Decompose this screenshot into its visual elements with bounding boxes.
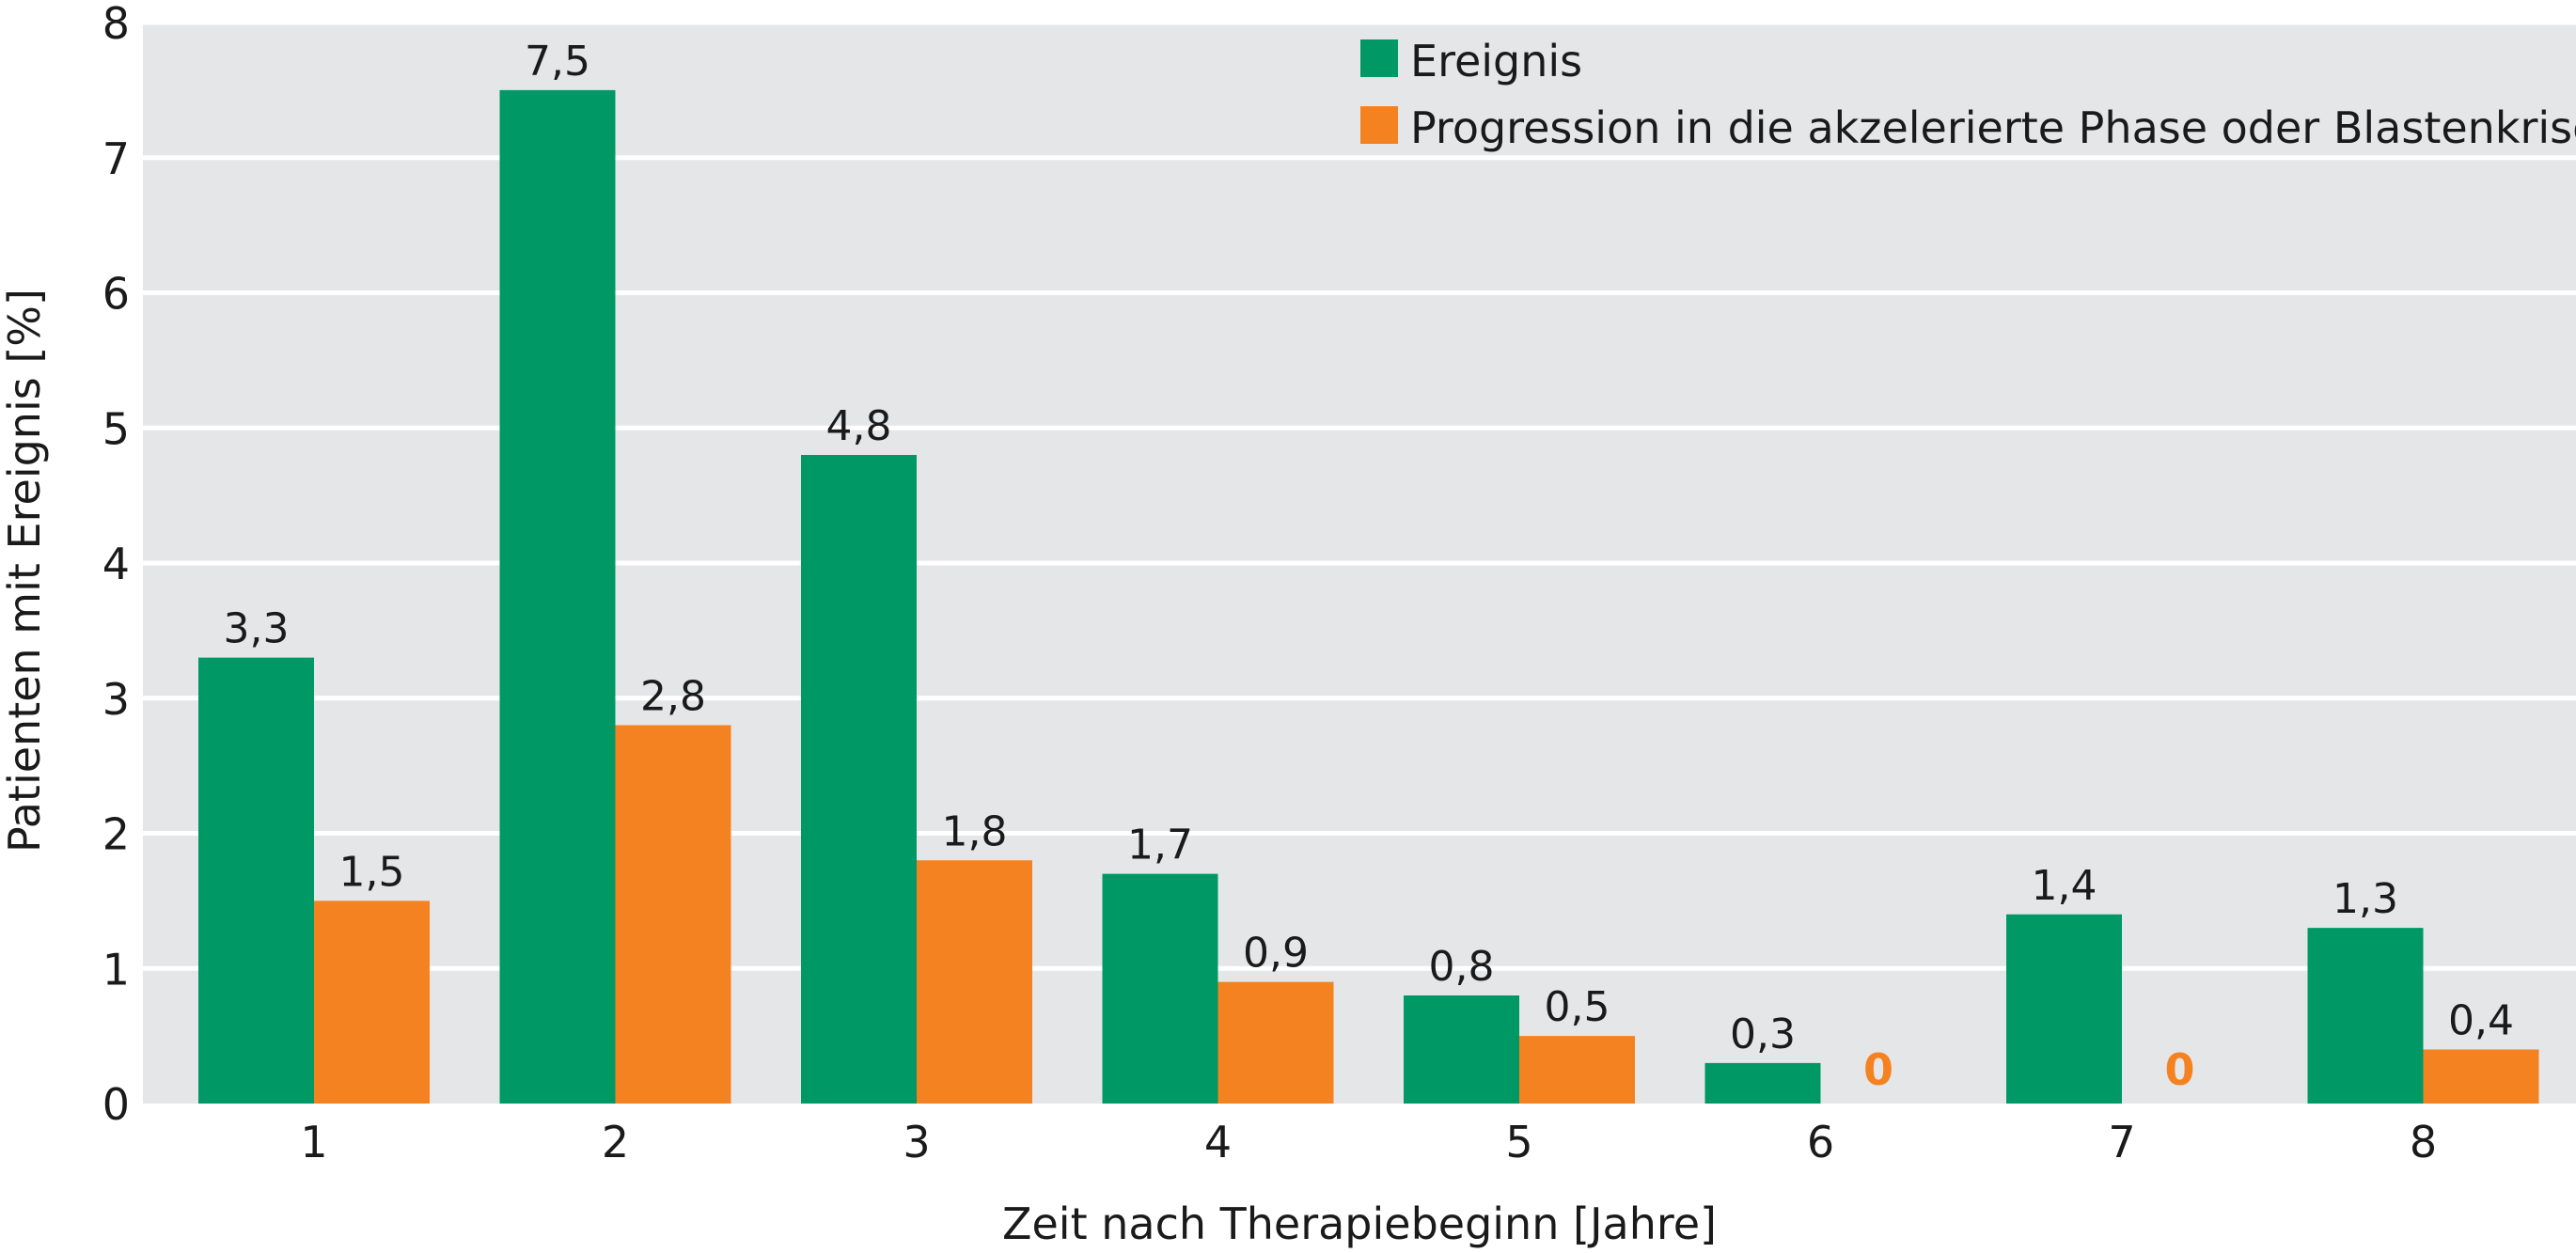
legend: Ereignis Progression in die akzelerierte… xyxy=(1360,36,2576,153)
y-tick-label: 4 xyxy=(102,539,130,589)
data-label: 0,3 xyxy=(1730,1010,1796,1058)
bar-ereignis xyxy=(801,455,917,1104)
x-tick-label: 8 xyxy=(2410,1117,2437,1167)
y-tick-label: 0 xyxy=(102,1079,130,1130)
x-tick-label: 3 xyxy=(903,1117,930,1167)
data-label: 1,5 xyxy=(339,848,405,896)
x-tick-label: 1 xyxy=(300,1117,327,1167)
bar-ereignis xyxy=(198,657,314,1104)
legend-swatch-ereignis xyxy=(1360,39,1398,77)
x-tick-label: 4 xyxy=(1204,1117,1232,1167)
bar-progression xyxy=(314,901,430,1104)
data-label: 2,8 xyxy=(640,673,706,721)
bar-ereignis xyxy=(2307,928,2424,1104)
data-label: 1,7 xyxy=(1127,822,1193,869)
y-tick-label: 6 xyxy=(102,269,130,320)
data-label: 0,4 xyxy=(2448,997,2514,1045)
data-label: 1,8 xyxy=(942,807,1008,855)
legend-label-ereignis: Ereignis xyxy=(1410,36,1582,86)
data-label: 0,5 xyxy=(1545,983,1610,1031)
x-tick-label: 6 xyxy=(1807,1117,1834,1167)
data-label-zero: 0 xyxy=(2164,1044,2194,1095)
legend-swatch-progression xyxy=(1360,106,1398,144)
bar-progression xyxy=(917,860,1032,1104)
y-tick-label: 3 xyxy=(102,674,130,725)
bar-ereignis xyxy=(499,89,616,1104)
bar-ereignis xyxy=(1102,873,1218,1104)
bar-progression xyxy=(2423,1049,2539,1104)
x-tick-label: 5 xyxy=(1505,1117,1532,1167)
data-label: 1,3 xyxy=(2333,875,2398,923)
y-tick-label: 7 xyxy=(102,133,130,184)
y-tick-label: 8 xyxy=(102,0,130,49)
legend-label-progression: Progression in die akzelerierte Phase od… xyxy=(1410,102,2576,153)
data-label-zero: 0 xyxy=(1863,1044,1893,1095)
data-label: 0,9 xyxy=(1243,930,1309,978)
x-axis-title: Zeit nach Therapiebeginn [Jahre] xyxy=(1002,1198,1717,1249)
y-tick-label: 2 xyxy=(102,809,130,860)
x-tick-label: 7 xyxy=(2108,1117,2135,1167)
bar-progression xyxy=(1217,981,1334,1104)
bars xyxy=(198,89,2539,1104)
data-label: 0,8 xyxy=(1429,943,1495,991)
data-label: 1,4 xyxy=(2032,862,2097,910)
bar-ereignis xyxy=(1404,995,1519,1104)
x-axis-ticks: 1 2 3 4 5 6 7 8 xyxy=(300,1117,2437,1167)
bar-progression xyxy=(1519,1036,1635,1104)
value-labels: 3,3 1,5 7,5 2,8 4,8 1,8 1,7 0,9 0,8 0,5 0,3 0 1,4 0 1,… xyxy=(224,38,2514,1095)
bar-ereignis xyxy=(2006,914,2122,1104)
x-tick-label: 2 xyxy=(602,1117,629,1167)
data-label: 4,8 xyxy=(826,402,892,450)
y-axis-ticks: 0 1 2 3 4 5 6 7 8 xyxy=(102,0,130,1130)
bar-ereignis xyxy=(1704,1062,1821,1104)
data-label: 3,3 xyxy=(224,605,290,653)
data-label: 7,5 xyxy=(525,38,590,86)
y-tick-label: 5 xyxy=(102,403,130,454)
bar-progression xyxy=(615,725,731,1104)
y-axis-title: Patienten mit Ereignis [%] xyxy=(0,289,50,853)
y-tick-label: 1 xyxy=(102,944,130,995)
